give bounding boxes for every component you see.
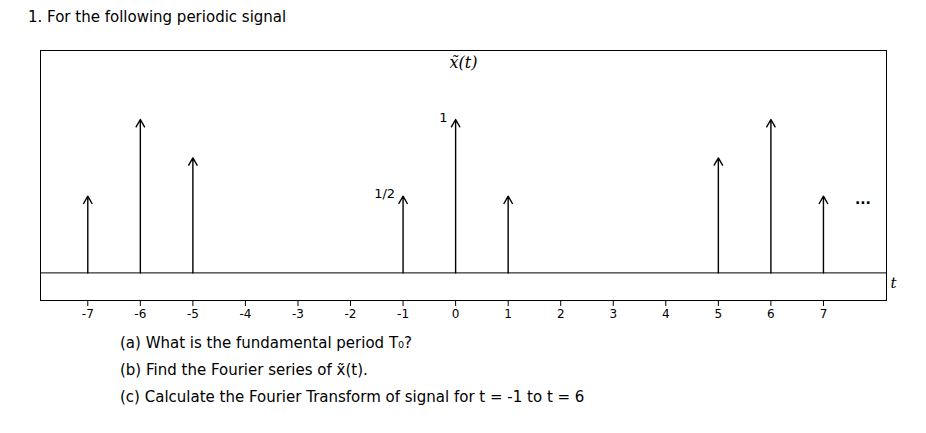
- svg-text:-7: -7: [82, 307, 94, 321]
- svg-text:6: 6: [767, 307, 775, 321]
- svg-text:x̃(t): x̃(t): [450, 53, 478, 72]
- svg-text:-3: -3: [292, 307, 304, 321]
- svg-text:-2: -2: [345, 307, 357, 321]
- svg-text:3: 3: [609, 307, 617, 321]
- svg-text:1/2: 1/2: [374, 186, 395, 201]
- svg-text:...: ...: [855, 191, 871, 207]
- html-text:1. For the following periodic: 1. For the following periodic signal: [28, 8, 287, 26]
- svg-text:t: t: [891, 274, 898, 292]
- svg-text:2: 2: [557, 307, 565, 321]
- svg-text:4: 4: [662, 307, 670, 321]
- html-text:(a) What is the fundamental pe: (a) What is the fundamental period T₀?: [120, 334, 412, 352]
- html-text:(c) Calculate the Fourier Tran: (c) Calculate the Fourier Transform of s…: [120, 388, 585, 406]
- svg-text:7: 7: [820, 307, 828, 321]
- svg-text:-4: -4: [239, 307, 251, 321]
- html-text:(b) Find the Fourier series of: (b) Find the Fourier series of x̃(t).: [120, 361, 368, 379]
- svg-text:-5: -5: [187, 307, 199, 321]
- svg-text:0: 0: [452, 307, 460, 321]
- svg-text:-1: -1: [397, 307, 409, 321]
- svg-text:1: 1: [504, 307, 512, 321]
- svg-text:-6: -6: [134, 307, 146, 321]
- svg-text:5: 5: [715, 307, 723, 321]
- svg-text:1: 1: [439, 110, 447, 125]
